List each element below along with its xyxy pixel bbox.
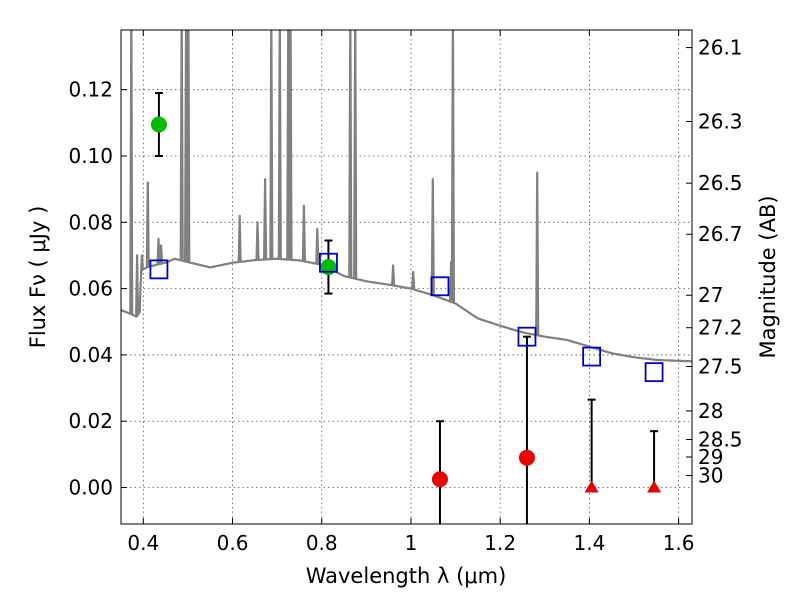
- data-point: [431, 471, 448, 488]
- y-tick-label: 0.08: [68, 210, 113, 234]
- y-tick-label: 0.00: [68, 476, 113, 500]
- right-tick-label: 26.1: [698, 36, 743, 60]
- plot-frame: [120, 29, 693, 525]
- model-photometry-marker: [644, 362, 664, 383]
- axes: 0.4 0.6 0.8 1 1.2 1.4 1.6 0.00 0.02 0.04 0.06 0.08 0…: [68, 30, 743, 555]
- x-tick-label: 1.2: [484, 531, 516, 555]
- right-tick-label: 28.5: [698, 427, 743, 451]
- data-point: [518, 449, 535, 466]
- upper-limit-marker: [584, 480, 599, 493]
- x-tick-label: 1.4: [573, 531, 605, 555]
- right-tick-label: 27: [698, 283, 723, 307]
- plot-area: [121, 30, 692, 524]
- right-tick-label: 28: [698, 399, 723, 423]
- y-tick-label: 0.04: [68, 343, 113, 367]
- model-photometry-marker: [430, 276, 450, 297]
- right-tick-label: 26.5: [698, 171, 743, 195]
- grid: [121, 30, 692, 524]
- y-axis-left-title: Flux Fν ( μJy ): [26, 206, 50, 349]
- model-photometry-marker: [582, 346, 602, 367]
- y-axis-right-title: Magnitude (AB): [756, 195, 780, 358]
- right-tick-label: 27.2: [698, 316, 743, 340]
- y-tick-label: 0.12: [68, 78, 113, 102]
- x-tick-label: 0.4: [127, 531, 159, 555]
- upper-limit-marker: [647, 480, 662, 493]
- x-tick-label: 1: [405, 531, 418, 555]
- right-tick-label: 26.7: [698, 222, 743, 246]
- x-tick-label: 0.8: [306, 531, 338, 555]
- right-tick-label: 27.5: [698, 355, 743, 379]
- x-tick-label: 1.6: [663, 531, 695, 555]
- model-photometry-marker: [517, 326, 537, 347]
- right-tick-label: 30: [698, 464, 723, 488]
- data-point: [320, 259, 337, 276]
- y-tick-label: 0.06: [68, 277, 113, 301]
- sed-model-line: [121, 30, 692, 363]
- data-point: [150, 116, 167, 133]
- right-tick-label: 26.3: [698, 110, 743, 134]
- right-tick-label: 29: [698, 445, 723, 469]
- y-tick-label: 0.02: [68, 409, 113, 433]
- model-photometry-marker: [149, 259, 169, 280]
- model-photometry-marker: [319, 252, 338, 273]
- y-tick-label: 0.10: [68, 144, 113, 168]
- x-axis-title: Wavelength λ (μm): [306, 564, 507, 588]
- x-tick-label: 0.6: [217, 531, 249, 555]
